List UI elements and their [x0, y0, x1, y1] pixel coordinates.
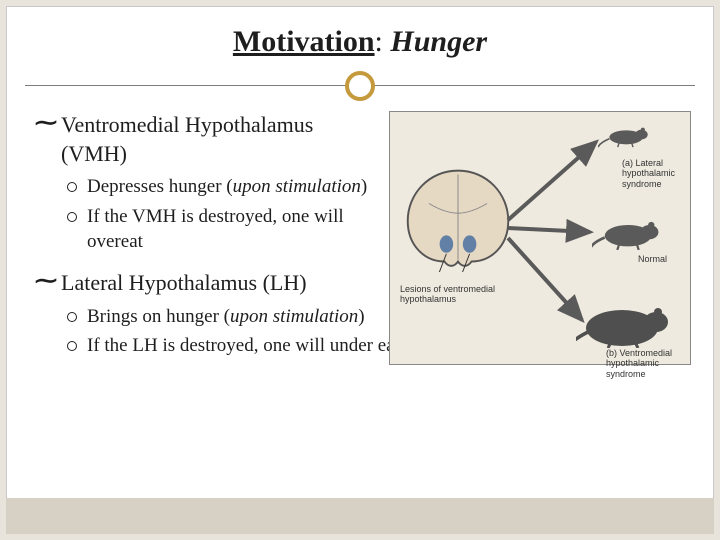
list-item: ⁓ Ventromedial Hypothalamus (VMH): [35, 111, 375, 168]
rat-thin-icon: [598, 122, 654, 149]
title-underlined: Motivation: [233, 25, 375, 58]
main-heading: Lateral Hypothalamus (LH): [61, 269, 307, 298]
sub-text: Depresses hunger (upon stimulation): [87, 174, 367, 200]
squiggle-bullet-icon: ⁓: [35, 111, 57, 135]
list-item: If the VMH is destroyed, one will overea…: [67, 204, 387, 255]
rat-fat-icon: [576, 300, 672, 348]
sub-text: If the LH is destroyed, one will under e…: [87, 333, 400, 359]
slide: Motivation: Hunger ⁓ Ventromedial Hypoth…: [6, 6, 714, 534]
sub-list: Depresses hunger (upon stimulation) If t…: [67, 174, 387, 255]
squiggle-bullet-icon: ⁓: [35, 269, 57, 293]
slide-title: Motivation: Hunger: [233, 25, 487, 59]
hollow-bullet-icon: [67, 182, 77, 192]
footer-band: [6, 498, 714, 534]
list-item: Depresses hunger (upon stimulation): [67, 174, 387, 200]
figure-label: (b) Ventromedial hypothalamic syndrome: [606, 348, 690, 379]
list-item: ⁓ Lateral Hypothalamus (LH): [35, 269, 375, 298]
rat-normal-icon: [592, 216, 664, 250]
hollow-bullet-icon: [67, 212, 77, 222]
title-italic: Hunger: [390, 25, 487, 58]
figure-label: (a) Lateral hypothalamic syndrome: [622, 158, 686, 189]
sub-text: If the VMH is destroyed, one will overea…: [87, 204, 387, 255]
sub-text: Brings on hunger (upon stimulation): [87, 304, 365, 330]
figure-panel: Lesions of ventromedial hypothalamus: [389, 111, 691, 365]
ring-ornament: [345, 71, 375, 101]
main-heading: Ventromedial Hypothalamus (VMH): [61, 111, 375, 168]
hollow-bullet-icon: [67, 341, 77, 351]
title-area: Motivation: Hunger: [7, 7, 713, 59]
hollow-bullet-icon: [67, 312, 77, 322]
figure-label: Normal: [638, 254, 667, 264]
title-suffix: :: [375, 25, 391, 58]
